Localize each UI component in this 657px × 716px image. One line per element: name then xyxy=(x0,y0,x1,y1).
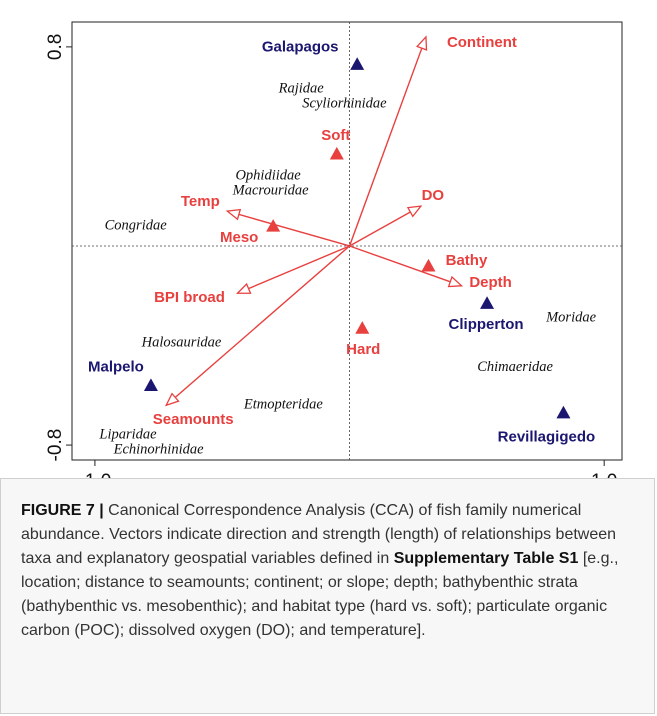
taxon-label: Halosauridae xyxy=(141,334,222,350)
taxon-label: Chimaeridae xyxy=(477,359,553,375)
taxon-label: Rajidae xyxy=(278,81,325,97)
vector xyxy=(237,245,350,294)
vector-head xyxy=(225,208,242,221)
variables-marker xyxy=(329,146,344,160)
sites-label: Malpelo xyxy=(88,358,144,375)
variables-marker xyxy=(421,258,436,272)
vector-label: Continent xyxy=(447,34,517,51)
sites-marker xyxy=(480,296,495,309)
taxon-label: Macrouridae xyxy=(232,183,310,199)
caption-label: FIGURE 7 | xyxy=(21,502,104,519)
taxon-label: Liparidae xyxy=(98,426,157,442)
plot-frame xyxy=(71,21,623,461)
variables-marker xyxy=(266,219,281,232)
vector-head xyxy=(235,282,252,294)
vector xyxy=(227,210,350,247)
vector-label: DO xyxy=(422,187,445,204)
sites-marker xyxy=(556,405,571,419)
vector-head xyxy=(447,275,464,288)
vector-head xyxy=(406,205,423,218)
vector xyxy=(165,245,351,406)
caption-ref: Supplementary Table S1 xyxy=(393,550,579,567)
variables-label: Bathy xyxy=(446,252,488,269)
vector-label: Temp xyxy=(181,193,220,210)
vector-head xyxy=(415,35,428,51)
sites-label: Clipperton xyxy=(449,316,524,333)
caption: FIGURE 7 | Canonical Correspondence Anal… xyxy=(0,478,655,714)
taxon-label: Congridae xyxy=(105,217,168,233)
caption-text: Canonical Correspondence Analysis (CCA) … xyxy=(21,502,617,567)
variables-marker xyxy=(355,321,370,334)
sites-label: Revillagigedo xyxy=(498,429,596,446)
vector xyxy=(348,36,427,247)
vector-label: Seamounts xyxy=(153,411,234,428)
taxon-label: Scyliorhinidae xyxy=(302,95,387,111)
vector-label: BPI broad xyxy=(154,289,225,306)
vector-label: Depth xyxy=(469,274,512,291)
taxon-label: Ophidiidae xyxy=(235,168,301,184)
vector-head xyxy=(164,392,180,407)
vector xyxy=(349,245,462,287)
sites-label: Galapagos xyxy=(262,38,339,55)
sites-marker xyxy=(143,378,158,391)
y-tick-label: 0.8 xyxy=(45,34,66,60)
variables-label: Meso xyxy=(220,229,258,246)
variables-label: Soft xyxy=(321,127,350,144)
taxon-label: Etmopteridae xyxy=(243,397,323,413)
x-tick-label: -1.0 xyxy=(79,471,112,478)
vector xyxy=(349,205,422,247)
sites-marker xyxy=(350,57,365,70)
caption-text: [e.g., location; distance to seamounts; … xyxy=(21,550,619,639)
figure: -1.0 1.0 -0.8 0.8 Continent DO Temp Depth BPI br… xyxy=(45,21,623,492)
taxon-label: Echinorhinidae xyxy=(113,441,205,457)
taxon-label: Moridae xyxy=(545,309,597,325)
x-tick-label: 1.0 xyxy=(591,471,617,478)
variables-label: Hard xyxy=(346,341,380,358)
y-tick-label: -0.8 xyxy=(45,429,66,462)
